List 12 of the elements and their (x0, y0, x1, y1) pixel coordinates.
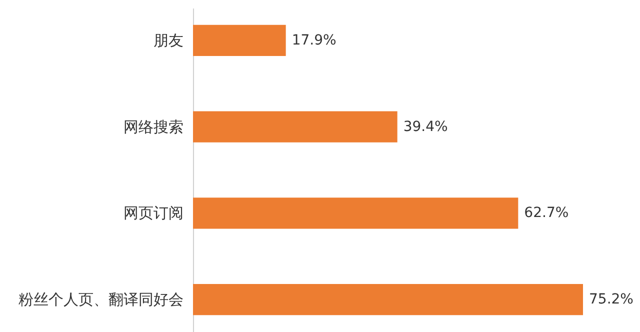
y-tick-label: 朋友 (154, 31, 184, 50)
data-label: 39.4% (403, 118, 448, 135)
y-tick-label: 网页订阅 (124, 204, 184, 222)
bar (193, 284, 583, 316)
bar (193, 111, 398, 142)
data-label: 75.2% (589, 292, 634, 308)
data-label: 17.9% (292, 32, 336, 48)
y-tick-label: 粉丝个人页、翻译同好会 (18, 290, 184, 309)
bar (193, 24, 286, 56)
y-tick-label: 网络搜索 (124, 118, 184, 136)
data-label: 62.7% (524, 205, 569, 222)
bar (193, 198, 518, 229)
